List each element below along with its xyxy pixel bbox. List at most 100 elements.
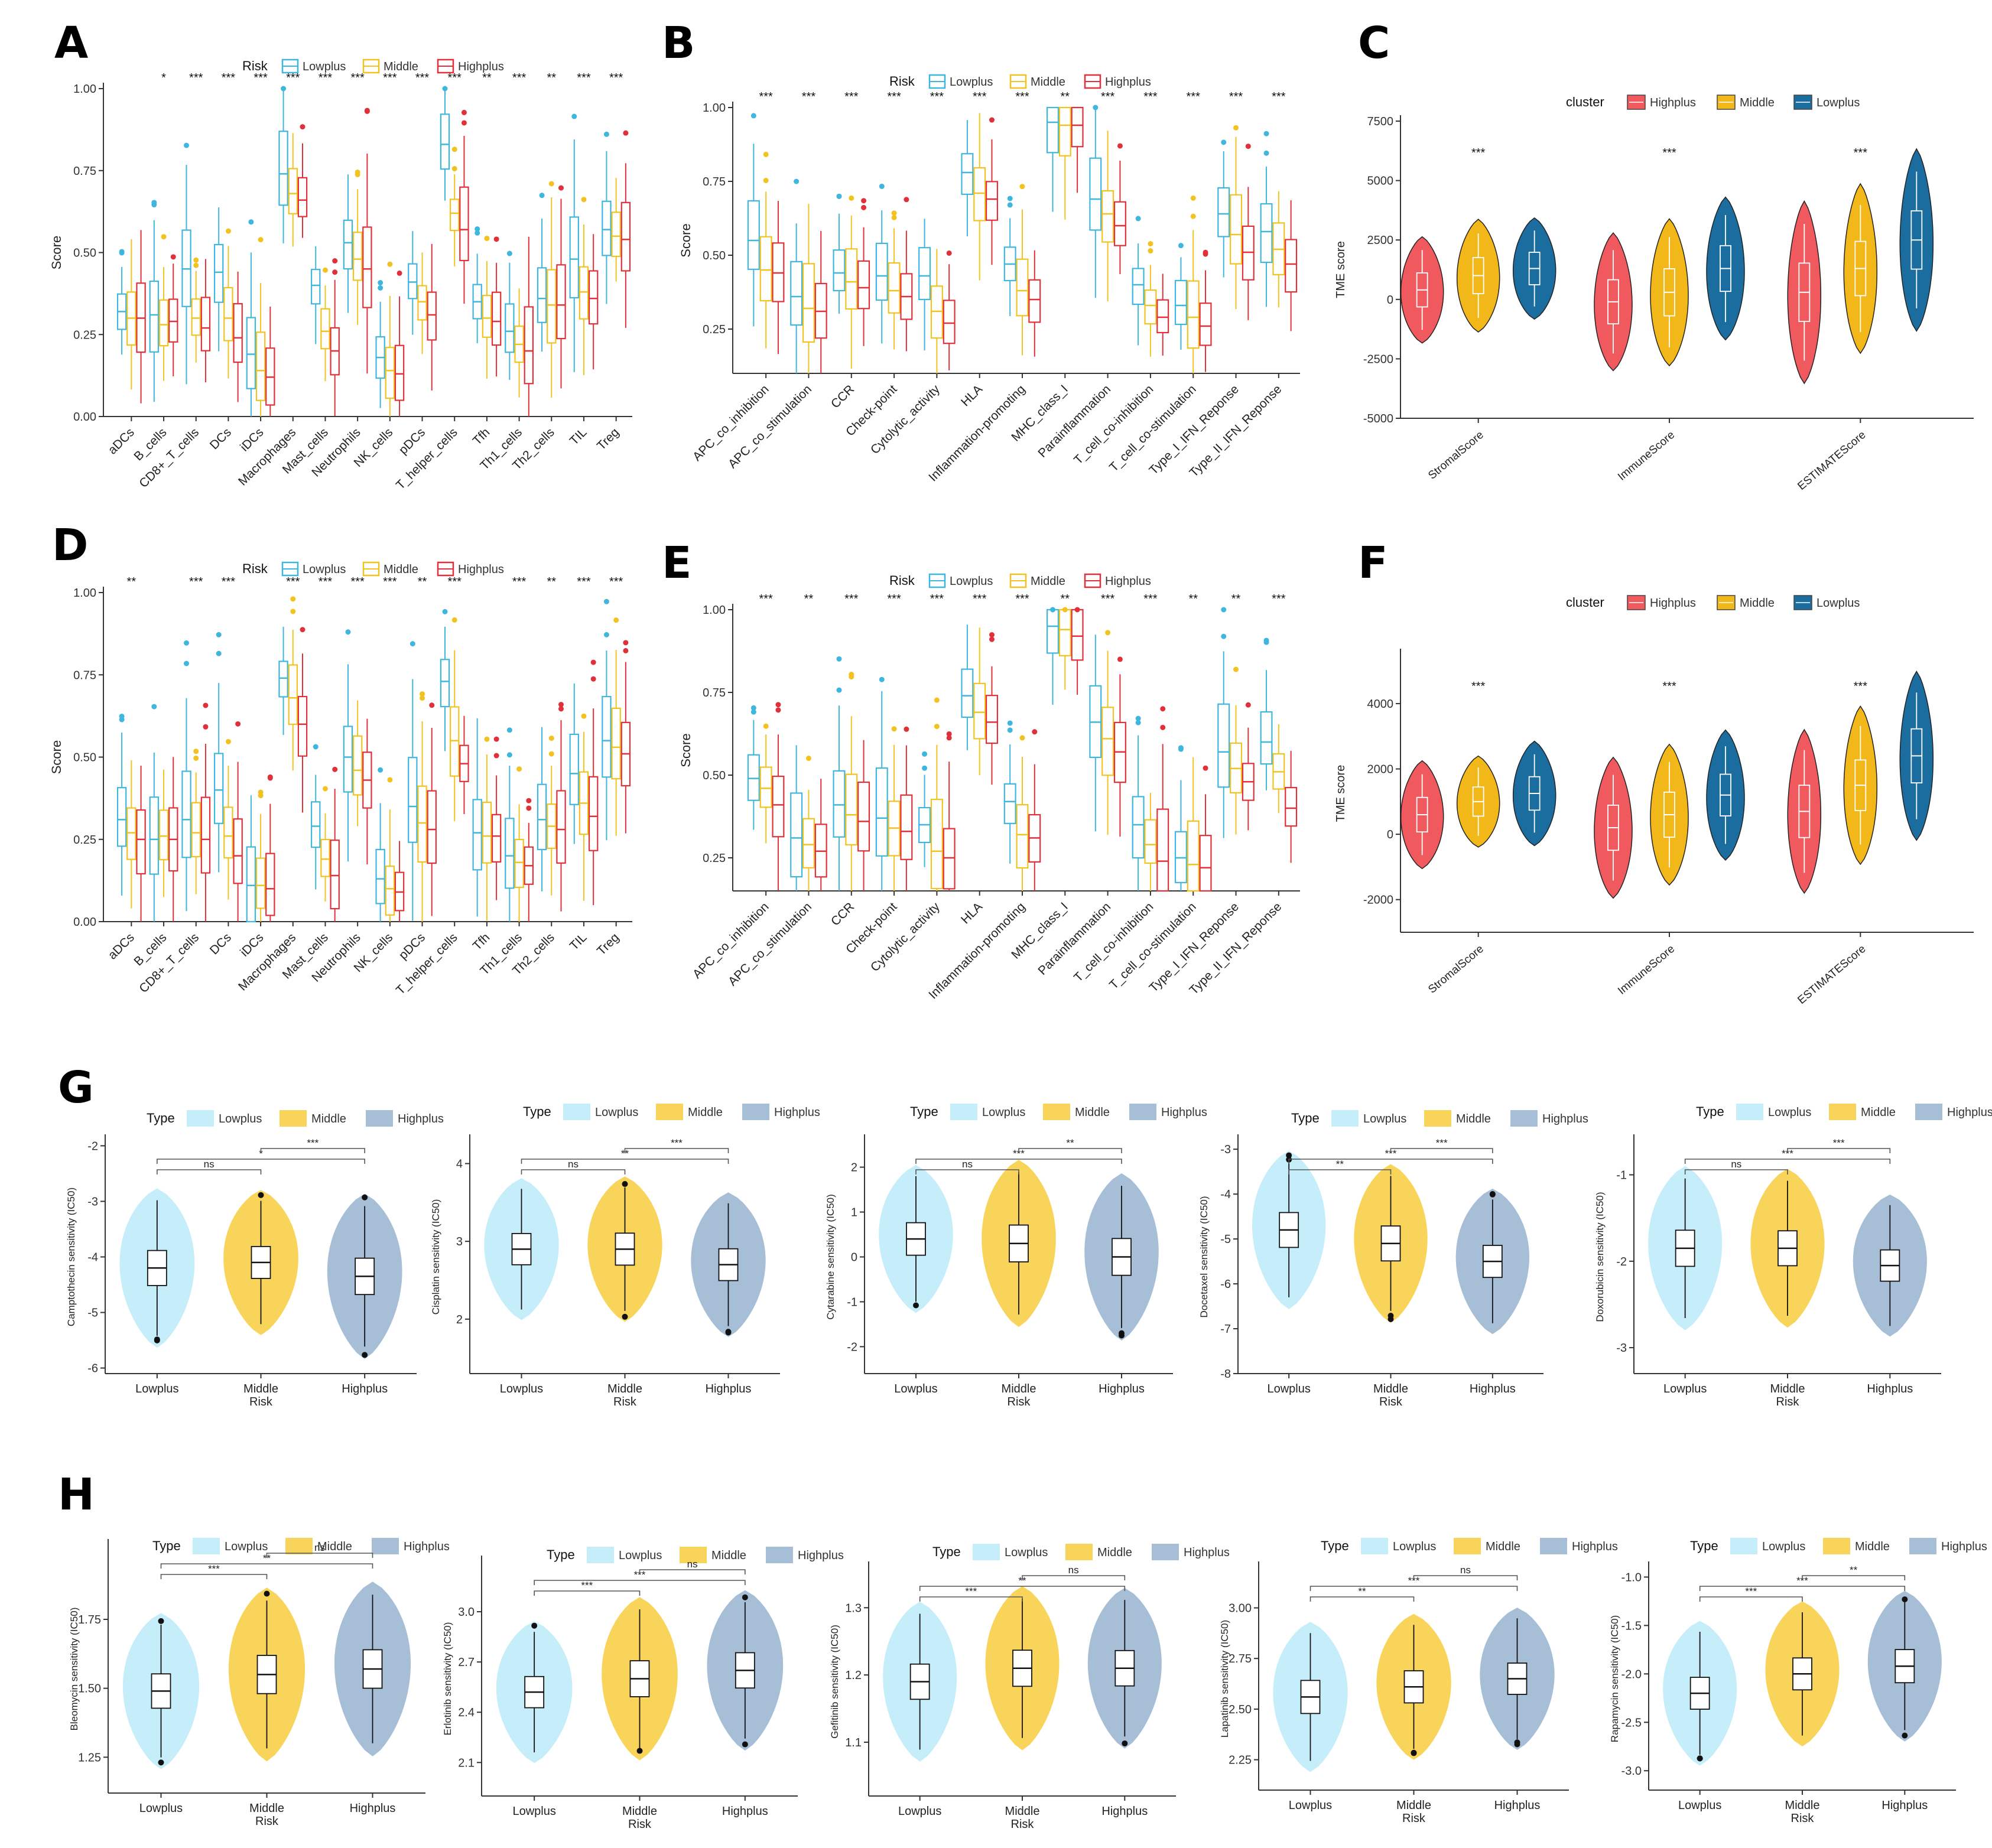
panel-b-y-tick-label: 0.25 [703, 323, 726, 336]
x-axis-label: Risk [255, 1815, 279, 1828]
outlier-point [1093, 105, 1099, 110]
panel-letter-c: C [1358, 18, 1390, 69]
box-lowplus [1132, 268, 1145, 305]
comparison-label: *** [671, 1137, 683, 1149]
box-highplus [943, 300, 956, 344]
panel-h5-y-tick-label: -1.0 [1621, 1571, 1642, 1584]
box-highplus [985, 181, 998, 221]
box-lowplus [1089, 157, 1102, 231]
box-middle [352, 232, 363, 281]
outlier-point [193, 755, 199, 761]
box-lowplus [246, 846, 256, 923]
panel-g5-legend-key [1736, 1104, 1763, 1120]
outlier-point [442, 86, 448, 92]
x-axis-label: Risk [1402, 1812, 1426, 1825]
x-tick-label: StromalScore [1426, 943, 1486, 996]
y-axis-label: Score [49, 740, 64, 774]
comparison-label: *** [307, 1137, 319, 1149]
significance-label: *** [1143, 90, 1158, 103]
outlier-point [225, 738, 231, 744]
panel-h1-legend-label: Middle [317, 1540, 352, 1553]
box-lowplus [961, 668, 974, 718]
outlier-point [891, 214, 897, 220]
panel-g3-legend-key [1043, 1104, 1070, 1120]
box-lowplus [961, 153, 974, 195]
x-tick-label: Middle [243, 1382, 278, 1395]
significance-label: *** [887, 593, 901, 606]
outlier-point [1203, 249, 1208, 255]
significance-label: ** [547, 71, 556, 84]
comparison-bracket [521, 1159, 729, 1164]
panel-h4: 2.25 2.50 2.75 3.00 Type Lowplus Middle Highplu… [1219, 1538, 1618, 1825]
panel-g2-legend-key [563, 1104, 590, 1120]
box-highplus [1285, 787, 1298, 827]
outlier-point [891, 210, 897, 216]
box-lowplus [505, 303, 515, 353]
outlier-point [300, 627, 306, 633]
x-tick-label: Highplus [1099, 1382, 1145, 1395]
panel-h5-legend-key [1730, 1538, 1757, 1554]
panel-h1-y-tick-label: 1.25 [78, 1751, 101, 1764]
outlier-point [742, 1741, 748, 1748]
panel-c-legend-title: cluster [1566, 95, 1604, 109]
comparison-label: ns [1068, 1564, 1079, 1576]
panel-g4-legend-label: Middle [1456, 1112, 1491, 1125]
panel-g3-y-tick-label: 1 [851, 1206, 857, 1219]
x-tick-label: Lowplus [894, 1382, 937, 1395]
x-tick-label: Middle [1002, 1382, 1036, 1395]
outlier-point [989, 117, 995, 123]
outlier-point [1902, 1732, 1908, 1739]
outlier-point [1117, 656, 1123, 662]
panel-g3-legend-label: Middle [1075, 1106, 1110, 1119]
outlier-point [484, 236, 490, 242]
outlier-point [1489, 1191, 1496, 1198]
x-tick-label: Parainflammation [1035, 382, 1113, 460]
panel-h2-legend-title: Type [547, 1547, 575, 1562]
significance-label: *** [222, 71, 236, 84]
panel-d-legend-title: Risk [242, 561, 268, 576]
x-tick-label: Highplus [1470, 1382, 1516, 1395]
outlier-point [429, 702, 435, 708]
outlier-point [387, 777, 393, 783]
panel-a: 0.00 0.25 0.50 0.75 1.00 Risk Lowplus Middle Hig… [49, 58, 632, 492]
x-tick-label: Middle [622, 1805, 657, 1818]
panel-h2-legend-key [587, 1547, 614, 1563]
box-middle [514, 838, 524, 889]
outlier-point [1245, 144, 1251, 149]
outlier-point [225, 228, 231, 234]
panel-a-legend-label: Middle [384, 60, 418, 73]
box-middle [1058, 609, 1071, 656]
box-middle [191, 298, 201, 336]
box-middle [191, 802, 201, 858]
comparison-bracket [534, 1590, 641, 1596]
outlier-point [558, 702, 564, 708]
outlier-point [539, 193, 545, 199]
outlier-point [922, 765, 928, 771]
panel-d-y-tick-label: 1.00 [73, 587, 96, 600]
y-axis-label: TME score [1334, 765, 1347, 822]
box-lowplus [311, 268, 321, 305]
panel-b-legend-label: Middle [1031, 76, 1065, 89]
outlier-point [1221, 139, 1227, 145]
panel-g1-legend-label: Highplus [398, 1112, 444, 1125]
x-axis-label: Risk [1791, 1812, 1815, 1825]
panel-d-y-tick-label: 0.00 [73, 916, 96, 929]
outlier-point [558, 185, 564, 191]
box-lowplus [1003, 783, 1016, 824]
outlier-point [742, 1594, 748, 1600]
significance-label: *** [1854, 147, 1868, 160]
x-tick-label: APC_co_inhibition [690, 900, 772, 981]
significance-label: *** [1101, 593, 1115, 606]
panel-h3-legend-title: Type [932, 1544, 961, 1559]
comparison-label: ns [314, 1542, 325, 1553]
y-axis-label: Doxorubicin sensitivity (IC50) [1594, 1192, 1606, 1322]
panel-g2: 2 3 4 Type Lowplus Middle Highplus Lowplus Middl… [430, 1104, 820, 1408]
outlier-point [1135, 720, 1141, 725]
panel-h3-legend-key [973, 1544, 1000, 1560]
significance-label: *** [448, 575, 462, 588]
panel-g1-y-tick-label: -6 [87, 1362, 98, 1375]
significance-label: *** [1187, 90, 1201, 103]
significance-label: *** [973, 90, 987, 103]
comparison-bracket [260, 1148, 365, 1153]
comparison-label: *** [581, 1580, 593, 1591]
